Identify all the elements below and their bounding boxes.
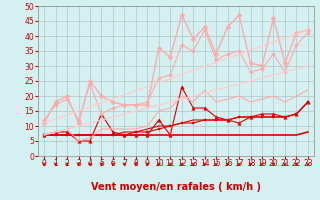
X-axis label: Vent moyen/en rafales ( km/h ): Vent moyen/en rafales ( km/h ) bbox=[91, 182, 261, 192]
